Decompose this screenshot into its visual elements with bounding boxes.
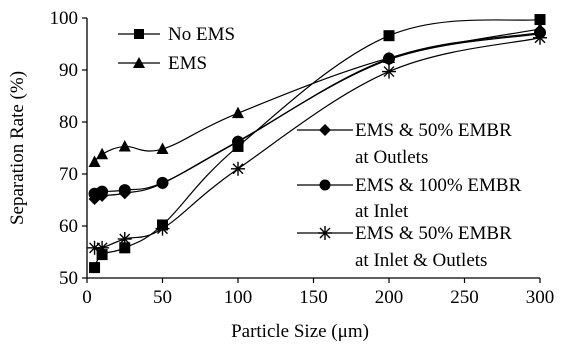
y-axis-title: Separation Rate (%)	[7, 71, 28, 225]
data-point	[232, 106, 244, 119]
y-tick-label: 100	[50, 8, 79, 29]
legend-right: EMS & 50% EMBR at Outlets EMS & 100% EMB…	[297, 120, 522, 271]
data-point	[534, 14, 546, 26]
y-tick-label: 80	[59, 112, 78, 133]
x-tick-label: 300	[526, 287, 555, 308]
data-point	[156, 142, 169, 155]
data-point	[118, 139, 131, 152]
y-tick-label: 50	[59, 268, 78, 289]
data-point	[89, 262, 101, 274]
x-tick-label: 200	[375, 287, 404, 308]
legend-inout-label-1: EMS & 50% EMBR	[355, 223, 512, 244]
data-point	[95, 240, 110, 255]
y-tick-group: 50 60 70 80 90 100	[50, 8, 87, 289]
data-point	[533, 30, 547, 45]
legend-no-ems-label: No EMS	[168, 24, 235, 45]
x-tick-label: 100	[224, 287, 253, 308]
data-point	[117, 232, 132, 246]
legend-inlet-label-1: EMS & 100% EMBR	[355, 175, 522, 196]
data-point	[96, 147, 109, 160]
legend-inlet-label-2: at Inlet	[355, 201, 409, 222]
y-tick-label: 70	[59, 164, 78, 185]
legend-square-marker	[134, 29, 144, 39]
data-point	[155, 221, 170, 236]
data-point	[88, 155, 101, 168]
legend-top: No EMS EMS	[118, 24, 235, 74]
x-axis-title: Particle Size (μm)	[231, 321, 369, 342]
legend-diamond-marker	[319, 124, 331, 136]
x-tick-label: 50	[153, 287, 172, 308]
legend-ems-label: EMS	[168, 53, 207, 74]
data-point	[231, 161, 245, 176]
legend-circle-marker	[319, 179, 331, 191]
data-point	[96, 185, 109, 198]
data-point	[383, 52, 395, 65]
data-point	[383, 30, 395, 42]
legend-star-marker	[318, 226, 332, 240]
data-point	[119, 242, 131, 254]
legend-inout-label-2: at Inlet & Outlets	[355, 250, 487, 271]
x-tick-label: 250	[450, 287, 479, 308]
x-tick-group: 0 50 100 150 200 250 300	[82, 278, 554, 308]
x-tick-label: 150	[299, 287, 328, 308]
y-tick-label: 90	[59, 60, 78, 81]
data-point	[118, 184, 131, 197]
series-line	[94, 31, 541, 195]
legend-outlets-label-1: EMS & 50% EMBR	[355, 120, 512, 141]
legend-outlets-label-2: at Outlets	[355, 147, 428, 168]
data-point	[382, 64, 396, 79]
data-point	[232, 135, 244, 148]
x-tick-label: 0	[82, 287, 92, 308]
legend-triangle-marker	[133, 57, 145, 68]
y-tick-label: 60	[59, 216, 78, 237]
data-point	[156, 176, 169, 189]
series-line	[94, 37, 541, 250]
series-group	[87, 14, 547, 274]
